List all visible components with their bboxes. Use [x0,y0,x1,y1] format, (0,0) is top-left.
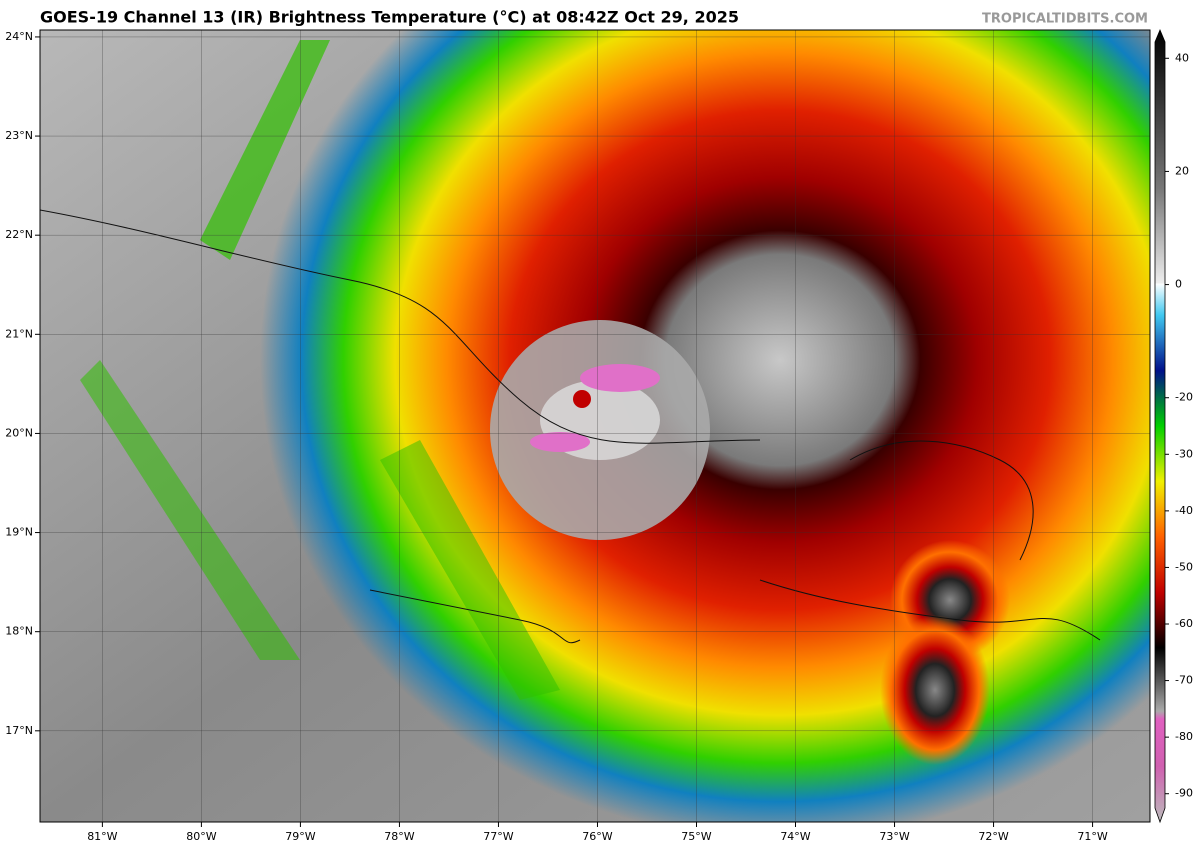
colorbar-tick-label: 20 [1175,164,1189,177]
x-tick-label: 78°W [384,830,414,843]
x-tick-label: 75°W [681,830,711,843]
y-tick-label: 22°N [5,228,33,241]
y-tick-label: 18°N [5,625,33,638]
y-tick-label: 23°N [5,129,33,142]
y-tick-label: 24°N [5,30,33,43]
y-tick-label: 21°N [5,327,33,340]
colorbar-tick-label: -40 [1175,504,1193,517]
y-tick-label: 19°N [5,526,33,539]
x-tick-label: 79°W [285,830,315,843]
x-tick-label: 73°W [879,830,909,843]
x-tick-label: 77°W [483,830,513,843]
colorbar-tick-label: -70 [1175,674,1193,687]
colorbar-tick-label: -90 [1175,787,1193,800]
x-tick-label: 72°W [978,830,1008,843]
colorbar [1154,28,1166,824]
colorbar-tick-label: -30 [1175,447,1193,460]
map-frame [39,29,1151,823]
x-tick-label: 80°W [186,830,216,843]
credit: TROPICALTIDBITS.COM [982,12,1148,27]
colorbar-tick-label: -20 [1175,391,1193,404]
colorbar-tick-label: -80 [1175,730,1193,743]
colorbar-tick-label: 0 [1175,278,1182,291]
x-tick-label: 81°W [87,830,117,843]
y-tick-label: 20°N [5,426,33,439]
axes: 81°W 80°W 79°W 78°W 77°W 76°W 75°W 74°W 73°W 72°W… [5,30,1150,843]
x-tick-label: 76°W [582,830,612,843]
colorbar-tick-label: -60 [1175,617,1193,630]
imagery [40,30,1150,822]
x-tick-label: 71°W [1077,830,1107,843]
colorbar-tick-label: 40 [1175,51,1189,64]
y-tick-label: 17°N [5,724,33,737]
colorbar-tick-label: -50 [1175,560,1193,573]
x-tick-label: 74°W [780,830,810,843]
title: GOES-19 Channel 13 (IR) Brightness Tempe… [40,8,739,27]
